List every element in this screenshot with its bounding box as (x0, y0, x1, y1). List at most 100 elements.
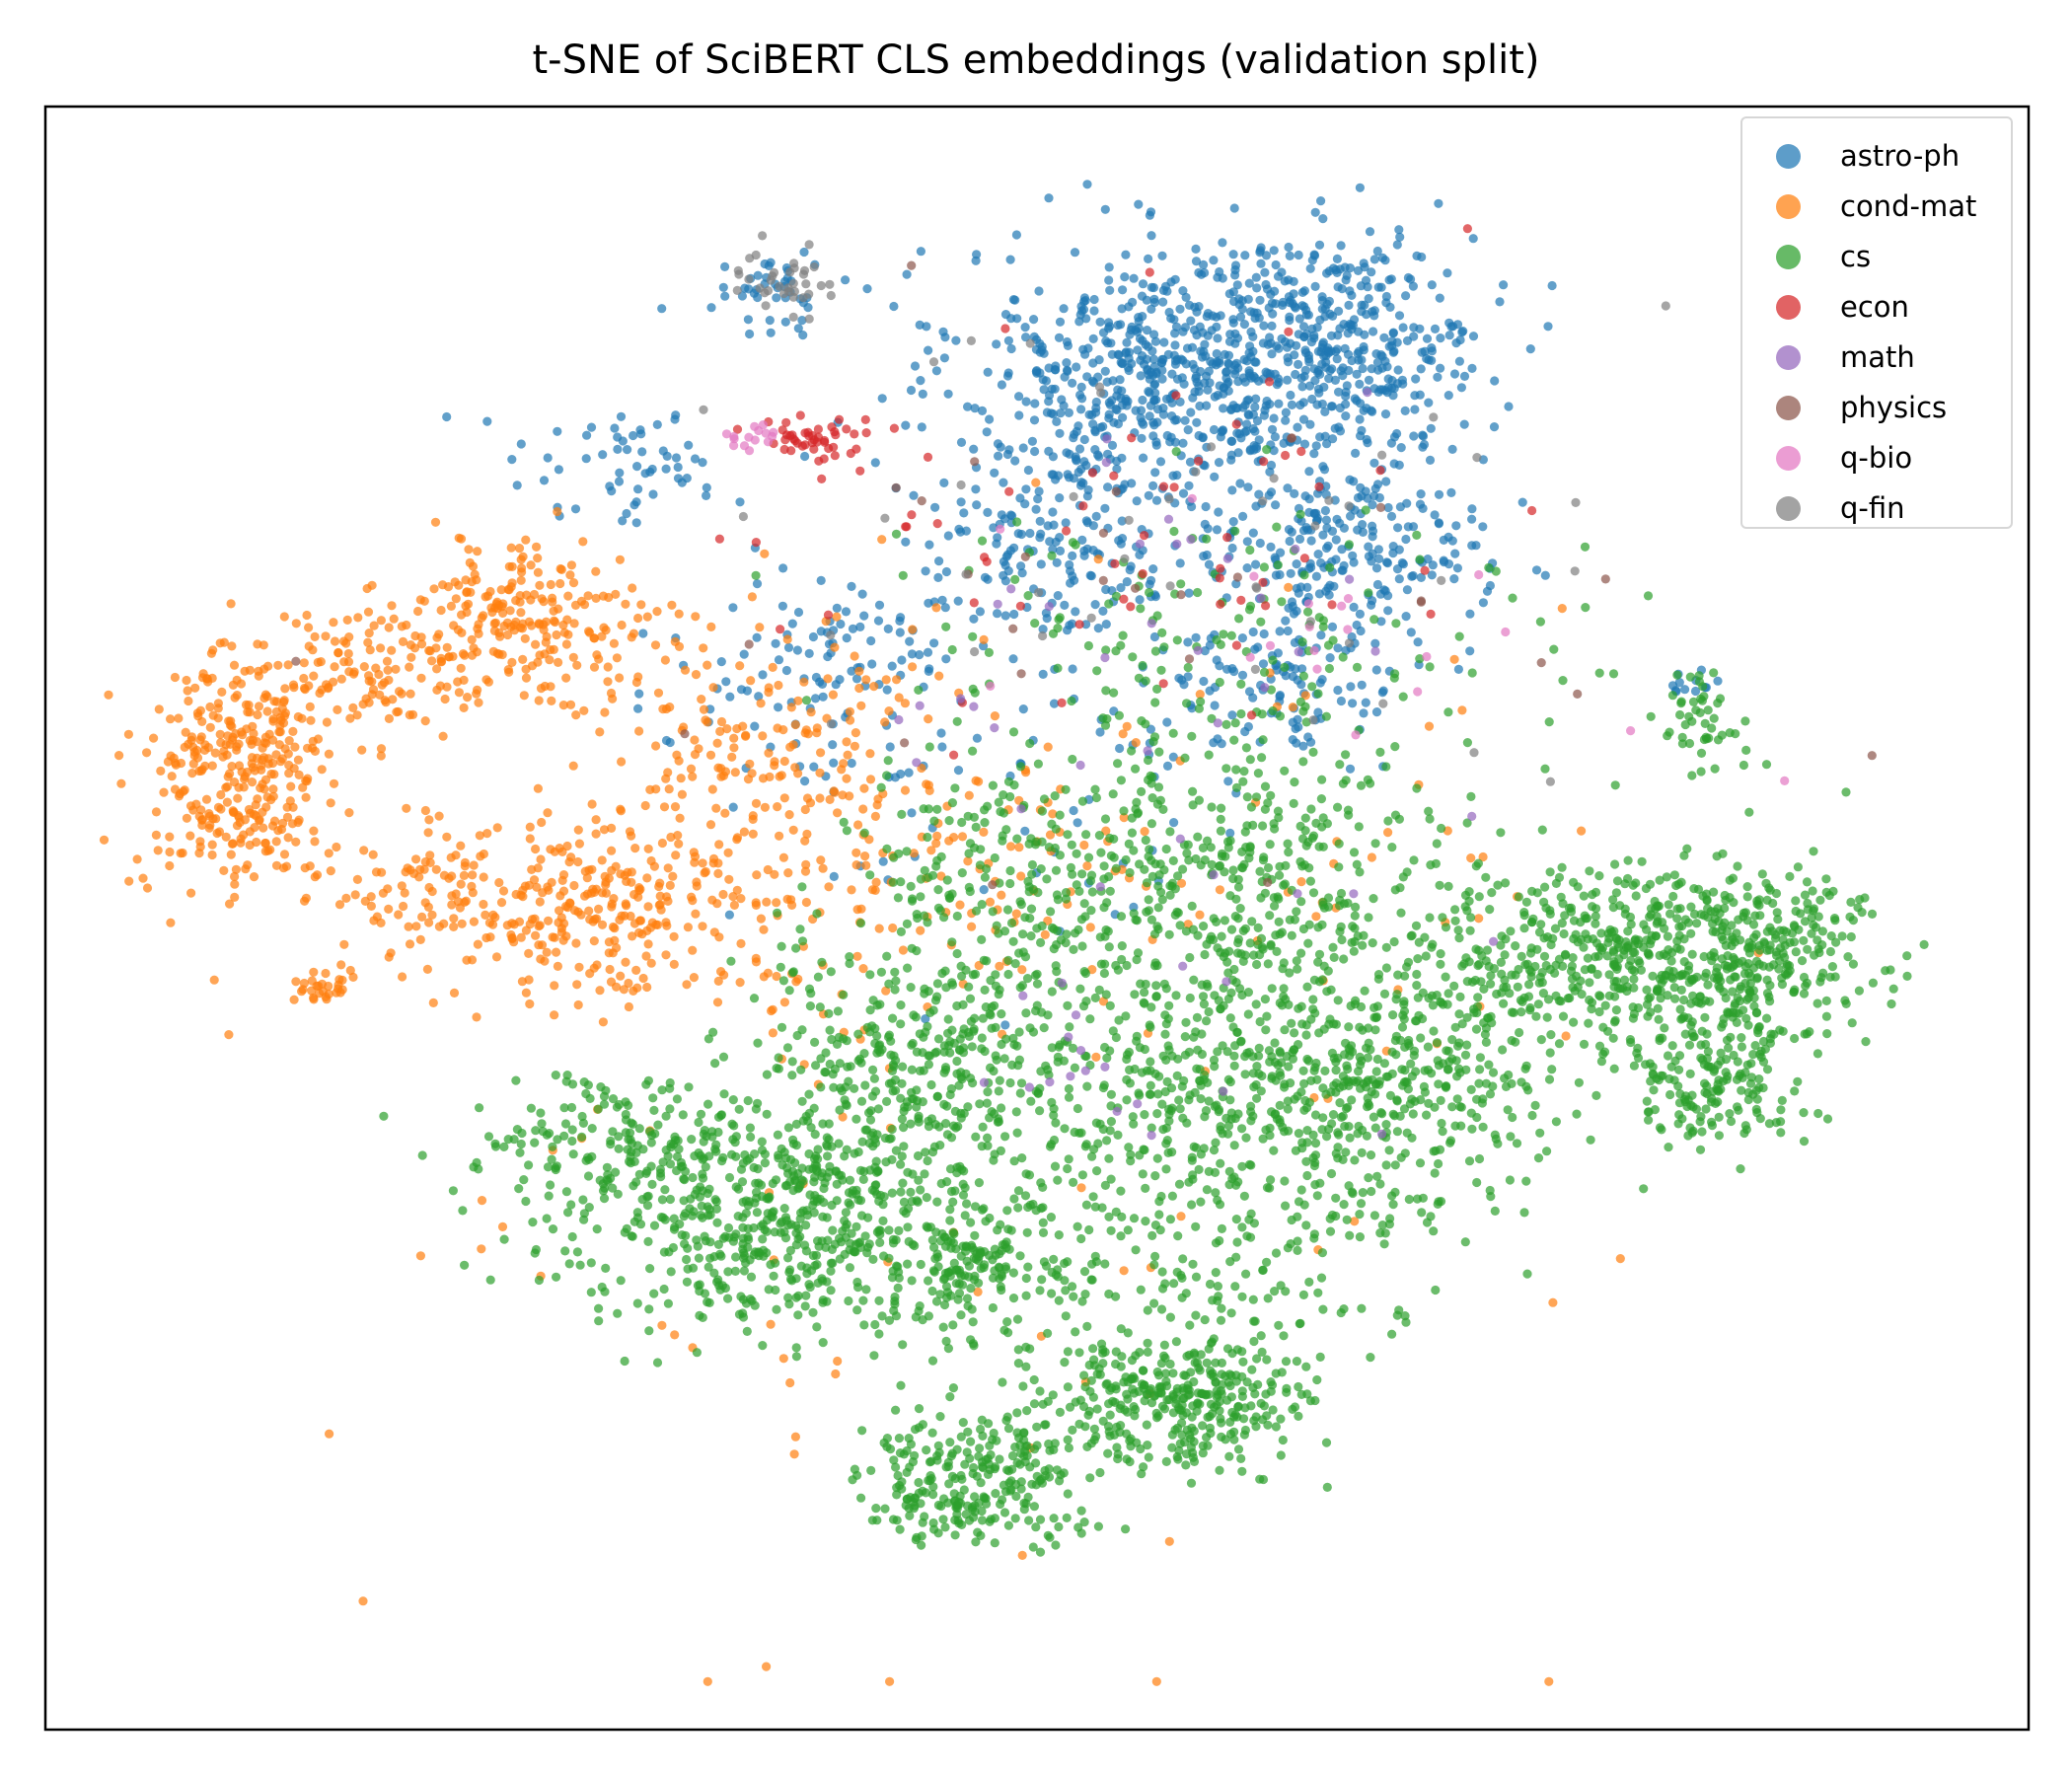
point-astro-ph (1183, 637, 1193, 647)
point-cond-mat (430, 517, 441, 527)
point-cs (833, 1006, 844, 1016)
point-astro-ph (969, 444, 979, 454)
point-cs (788, 967, 799, 977)
point-astro-ph (586, 422, 597, 432)
point-astro-ph (1061, 518, 1071, 528)
point-cs (1248, 1069, 1258, 1078)
point-astro-ph (841, 275, 851, 285)
point-cs (884, 1030, 895, 1040)
point-cond-mat (1093, 555, 1103, 564)
point-cs (696, 1109, 706, 1119)
point-astro-ph (1203, 524, 1213, 534)
point-cs (1246, 1101, 1256, 1111)
point-astro-ph (1367, 267, 1376, 277)
point-astro-ph (1427, 280, 1437, 290)
point-astro-ph (1049, 699, 1060, 708)
point-astro-ph (1525, 344, 1535, 354)
point-astro-ph (1311, 571, 1321, 581)
point-astro-ph (1499, 280, 1509, 290)
point-cond-mat (842, 774, 851, 783)
point-cs (778, 976, 789, 986)
point-cs (1047, 1097, 1057, 1107)
point-astro-ph (1029, 332, 1039, 341)
point-astro-ph (1075, 481, 1086, 490)
point-cond-mat (756, 914, 767, 924)
point-cs (869, 1351, 879, 1361)
point-astro-ph (1305, 419, 1315, 429)
point-cond-mat (554, 918, 563, 927)
point-cond-mat (1119, 1266, 1129, 1276)
point-cond-mat (815, 768, 825, 777)
point-astro-ph (1424, 398, 1434, 407)
point-astro-ph (752, 632, 762, 642)
point-cond-mat (453, 677, 463, 687)
point-cs (1106, 1089, 1116, 1099)
point-cond-mat (786, 703, 796, 712)
point-astro-ph (1251, 394, 1261, 404)
point-cs (1505, 1175, 1515, 1185)
point-astro-ph (972, 500, 982, 510)
point-astro-ph (1105, 285, 1115, 295)
point-cond-mat (688, 772, 698, 781)
point-astro-ph (977, 406, 988, 415)
point-astro-ph (1186, 316, 1196, 326)
point-cs (928, 1005, 938, 1015)
point-cs (1629, 1061, 1639, 1071)
point-cs (999, 1054, 1009, 1064)
point-cs (1479, 1018, 1489, 1028)
point-astro-ph (1267, 424, 1278, 434)
point-cond-mat (388, 695, 398, 704)
point-cond-mat (824, 882, 834, 892)
point-cond-mat (1016, 871, 1026, 881)
point-astro-ph (1041, 376, 1051, 386)
point-cs (873, 1166, 883, 1176)
point-cs (1146, 1089, 1155, 1099)
point-cond-mat (321, 631, 331, 641)
point-astro-ph (1079, 457, 1089, 467)
point-astro-ph (1215, 358, 1224, 368)
point-astro-ph (1335, 324, 1345, 333)
point-cs (845, 1263, 855, 1273)
point-astro-ph (895, 628, 905, 637)
point-astro-ph (1377, 363, 1387, 373)
point-astro-ph (1674, 678, 1684, 688)
point-cs (1028, 1027, 1039, 1037)
point-cond-mat (230, 879, 240, 889)
point-astro-ph (1281, 671, 1291, 681)
point-cs (528, 1218, 538, 1227)
point-astro-ph (1246, 327, 1256, 336)
point-cond-mat (670, 802, 681, 812)
point-astro-ph (745, 329, 755, 339)
point-cond-mat (720, 808, 730, 818)
point-cs (801, 1291, 811, 1300)
point-cs (1163, 1041, 1173, 1051)
point-cond-mat (398, 636, 408, 647)
point-cs (1080, 1142, 1090, 1151)
point-cond-mat (624, 1001, 634, 1012)
point-cs (758, 1220, 768, 1229)
point-astro-ph (780, 317, 790, 327)
point-cond-mat (533, 657, 543, 667)
point-astro-ph (743, 315, 754, 325)
point-astro-ph (1144, 490, 1153, 500)
point-cs (751, 1178, 761, 1188)
point-astro-ph (1293, 422, 1302, 432)
point-cs (1298, 1066, 1308, 1075)
point-cs (823, 1151, 833, 1161)
point-cs (724, 1172, 735, 1183)
point-cond-mat (872, 800, 882, 810)
point-cs (945, 1216, 955, 1225)
point-astro-ph (1088, 333, 1098, 343)
point-cond-mat (236, 834, 246, 844)
point-cs (628, 1231, 637, 1241)
point-astro-ph (1321, 515, 1331, 525)
point-astro-ph (1102, 377, 1112, 387)
point-cs (460, 1260, 470, 1270)
point-cs (1349, 946, 1359, 956)
point-cs (1091, 1118, 1101, 1128)
point-cs (749, 994, 760, 1003)
point-cs (1328, 1110, 1339, 1120)
point-cs (1369, 1002, 1379, 1012)
point-cs (946, 1133, 957, 1143)
point-cs (893, 893, 904, 903)
